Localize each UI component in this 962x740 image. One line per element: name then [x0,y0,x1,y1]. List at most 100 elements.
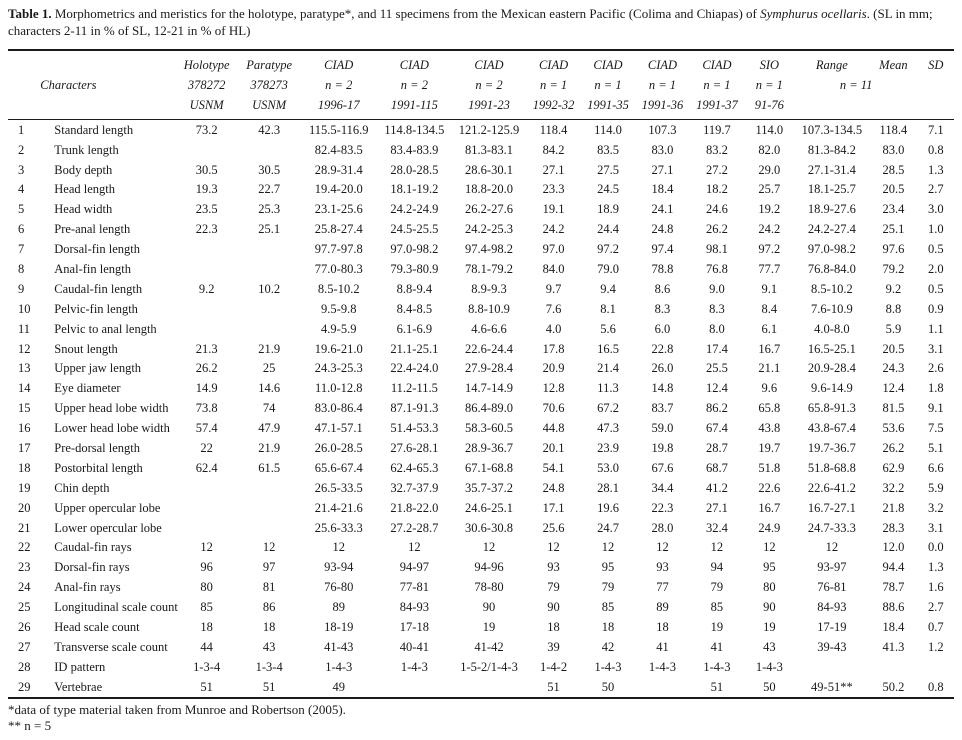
value-cell: 43 [262,639,276,654]
value-cell: 26.5-33.5 [314,480,363,495]
value-cell: 22.6-24.4 [465,341,513,356]
character-name-cell: Lower head lobe width [54,421,170,436]
value-cell: 7.1 [927,122,944,137]
value-cell: 17.4 [705,341,728,356]
table-row: 25 Longitudinal scale count 85 86 89 84-93 90 9… [8,598,954,618]
character-name-cell: Caudal-fin rays [54,540,132,555]
row-number-cell: 1 [18,122,25,137]
value-cell: 12 [332,540,346,555]
value-cell: 0.5 [927,281,944,296]
value-cell: 16.5-25.1 [807,341,856,356]
row-number-cell: 16 [18,421,31,436]
value-cell: 27.5 [597,162,619,177]
character-name-cell: Head length [54,182,116,197]
value-cell: 30.5 [258,162,281,177]
value-cell: 14.7-14.9 [465,381,513,396]
value-cell: 16.7-27.1 [807,500,856,515]
value-cell: 4.9-5.9 [321,321,357,336]
table-row: 3 Body depth 30.5 30.5 28.9-31.4 28.0-28.5 28.… [8,160,954,180]
value-cell: 2.0 [927,261,944,276]
lot-number-header: 1991-23 [451,95,527,121]
value-cell: 12.8 [542,381,565,396]
value-cell: 17.1 [542,500,565,515]
morphometrics-table: Holotype Paratype CIAD CIAD CIAD CIAD CIAD CIAD… [8,49,954,700]
value-cell [175,518,238,538]
table-row: 27 Transverse scale count 44 43 41-43 40-41 41… [8,637,954,657]
value-cell: 83.0 [651,142,674,157]
value-cell: 81 [262,580,276,595]
value-cell: 41.2 [705,480,728,495]
value-cell: 29.0 [758,162,781,177]
row-number-cell: 21 [18,520,31,535]
value-cell: 50 [763,679,776,694]
value-cell: 1.3 [927,162,944,177]
row-number-cell: 20 [18,500,31,515]
value-cell: 79 [601,580,615,595]
value-cell: 24.8 [651,222,674,237]
caption-text-2: . (SL in mm; characters 2-11 in % of SL,… [8,6,933,39]
value-cell: 16.5 [597,341,619,356]
value-cell: 107.3-134.5 [801,122,863,137]
value-cell [869,657,917,677]
value-cell: 97.2 [597,242,619,257]
character-name-cell: Body depth [54,162,113,177]
value-cell: 47.1-57.1 [314,421,363,436]
value-cell [175,299,238,319]
value-cell [238,240,301,260]
value-cell [175,240,238,260]
value-cell: 84.2 [542,142,565,157]
value-cell [175,319,238,339]
value-cell: 24.4 [597,222,619,237]
value-cell: 0.0 [927,540,944,555]
value-cell: 47.9 [258,421,281,436]
value-cell: 28.1 [597,480,619,495]
character-name-cell: ID pattern [54,659,106,674]
value-cell [238,478,301,498]
value-cell: 107.3 [648,122,677,137]
row-number-cell: 3 [18,162,25,177]
value-cell: 40-41 [399,639,429,654]
value-cell: 12 [601,540,615,555]
value-cell: 12.4 [882,381,905,396]
specimen-count-header: n = 2 [325,77,353,92]
header-cell [8,75,40,95]
value-cell: 11.0-12.8 [315,381,363,396]
value-cell: 30.6-30.8 [465,520,513,535]
value-cell: 8.8-10.9 [468,301,510,316]
column-group-header: CIAD [538,57,569,72]
value-cell: 89 [332,600,346,615]
value-cell: 44 [200,639,213,654]
value-cell: 54.1 [542,460,565,475]
value-cell: 62.4-65.3 [390,460,439,475]
value-cell: 10.2 [258,281,281,296]
column-group-header: Mean [879,57,908,72]
value-cell: 9.6-14.9 [811,381,853,396]
value-cell: 51.4-53.3 [390,421,439,436]
value-cell: 78.1-79.2 [465,261,513,276]
column-group-header: CIAD [702,57,732,72]
character-name-cell: Lower opercular lobe [54,520,162,535]
value-cell: 19 [482,620,496,635]
value-cell: 25.8-27.4 [314,222,363,237]
value-cell: 41.3 [882,639,905,654]
value-cell: 86.2 [705,401,728,416]
value-cell: 83.7 [651,401,674,416]
value-cell [238,299,301,319]
value-cell: 74 [262,401,276,416]
value-cell: 5.1 [927,441,944,455]
value-cell: 93-94 [324,560,354,575]
row-number-cell: 24 [18,580,31,595]
value-cell: 19.7 [758,441,781,455]
value-cell: 1.3 [927,560,944,575]
value-cell: 27.9-28.4 [465,361,513,376]
value-cell: 12 [825,540,839,555]
value-cell: 97.4 [651,242,674,257]
value-cell: 43 [763,639,776,654]
value-cell: 25.7 [758,182,781,197]
column-group-header: CIAD [474,57,504,72]
row-number-cell: 9 [18,281,25,296]
character-name-cell: Pre-dorsal length [54,441,141,455]
header-cell [8,95,41,121]
value-cell: 98.1 [705,242,728,257]
value-cell: 73.2 [195,122,218,137]
